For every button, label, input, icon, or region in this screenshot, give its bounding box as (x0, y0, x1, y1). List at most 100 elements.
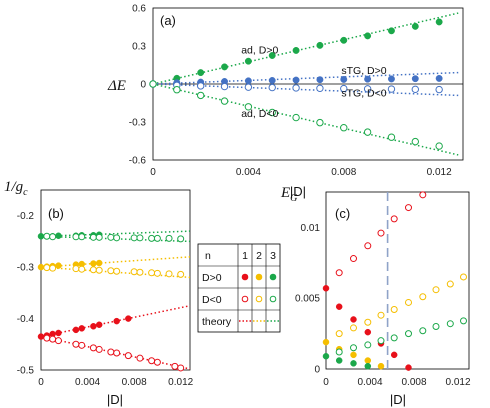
panel-b-point (165, 270, 173, 278)
panel-a-point (435, 18, 443, 26)
panel-b-point (177, 235, 185, 243)
panel-b-series (37, 256, 191, 271)
panel-c-xtick: 0.008 (401, 377, 426, 388)
panel-a-point (363, 85, 372, 93)
panel-a-point (244, 57, 252, 65)
panel-a-series (149, 80, 459, 97)
panel-a-point (435, 142, 443, 150)
legend-table-row-label: D<0 (202, 294, 222, 306)
panel-c-point (390, 306, 398, 314)
panel-b-xtick: 0 (38, 377, 44, 388)
panel-b-xtick: 0.012 (168, 377, 193, 388)
panel-c-point (405, 330, 412, 338)
panel-a-ytick: 0 (140, 80, 146, 91)
panel-b-ylabel-num: 1/ (4, 179, 18, 195)
panel-a-annotation: ad, D>0 (241, 45, 278, 57)
panel-a-annotation: ad, D<0 (241, 108, 278, 120)
panel-a-point (316, 76, 324, 84)
panel-c-series (335, 273, 467, 338)
panel-c-ylabel-sub: G (290, 193, 297, 204)
panel-b-point (136, 354, 144, 362)
panel-b-point (153, 358, 161, 366)
panel-c-point (350, 344, 357, 352)
panel-b-point (43, 264, 51, 272)
panel-b-point (72, 265, 80, 273)
panel-b-point (78, 325, 85, 332)
panel-c-series (322, 353, 372, 370)
panel-b-xlabel: |D| (107, 392, 123, 407)
panel-c-ytick: 0.01 (301, 223, 321, 234)
panel-c-frame (325, 191, 470, 370)
panel-c-point (432, 323, 440, 331)
panel-b-label: (b) (48, 206, 64, 221)
panel-c-point (419, 327, 427, 335)
panel-b-point (125, 315, 132, 322)
panel-b-point (90, 323, 97, 330)
panel-a-point (244, 77, 252, 85)
panel-b-point (95, 345, 103, 353)
panel-a-annotation: sTG, D>0 (341, 65, 386, 77)
panel-b-point (136, 234, 144, 242)
panel-c-point (405, 364, 412, 371)
panel-a-label: (a) (160, 13, 176, 28)
panel-b-ylabel-sub: c (23, 187, 28, 198)
panel-c-label: (c) (335, 206, 350, 221)
panel-b: (b) 1/gc |D| 0 0.004 0.008 0.012 -0.2 -0.3 -0.… (4, 179, 194, 407)
panel-a-xtick: 0.012 (427, 167, 452, 178)
panel-a-xtick: 0.004 (236, 167, 261, 178)
panel-b-point (148, 357, 156, 365)
panel-b-point (89, 233, 97, 241)
panel-c-point (335, 357, 343, 364)
panel-c-ytick: 0.005 (295, 294, 320, 305)
panel-c-point (377, 362, 385, 370)
panel-a-ytick: -0.3 (129, 118, 147, 129)
panel-b-point (72, 233, 80, 241)
panel-b-point (153, 234, 161, 242)
panel-b-point (89, 344, 97, 352)
panel-b-xtick: 0.008 (122, 377, 147, 388)
panel-b-series (40, 232, 191, 243)
panel-c-point (460, 317, 467, 325)
panel-b-theory-line (40, 230, 191, 238)
panel-b-point (55, 232, 62, 240)
panel-c-point (322, 338, 330, 346)
panel-a-point (364, 75, 372, 83)
legend-table-header: n (205, 250, 211, 262)
panel-a-point (411, 75, 419, 83)
panel-b-ytick: -0.4 (17, 314, 35, 325)
panel-c-point (390, 334, 398, 342)
panel-a-point (340, 75, 348, 83)
panel-c-point (364, 242, 372, 250)
panel-c-point (419, 191, 427, 199)
panel-a-ytick: 0.3 (132, 42, 146, 53)
panel-b-series (40, 334, 191, 372)
panel-a-point (268, 52, 276, 59)
panel-b-theory-line (40, 266, 191, 279)
panel-b-ylabel-g: g (16, 179, 24, 195)
panel-a-point (220, 97, 229, 105)
legend-table-marker-filled (269, 273, 277, 281)
panel-b-point (49, 264, 57, 272)
panel-c-point (335, 303, 343, 310)
panel-a-point (363, 128, 372, 136)
panel-a-point (292, 46, 300, 54)
panel-b-point (124, 352, 132, 360)
panel-b-point (54, 337, 62, 345)
panel-c-point (432, 286, 440, 294)
panel-a-point (316, 41, 324, 49)
panel-a-point (244, 83, 253, 91)
panel-a-point (292, 76, 300, 84)
legend-table-marker-open (269, 295, 277, 303)
panel-a-xtick: 0 (150, 167, 156, 178)
panel-c-point (377, 229, 385, 237)
panel-b-ytick: -0.2 (17, 211, 35, 222)
panel-c-point (419, 293, 427, 301)
panel-c-point (377, 311, 385, 319)
panel-b-ylabel: 1/gc (4, 179, 28, 198)
panel-a-point (173, 86, 181, 94)
panel-a-series (149, 80, 459, 156)
panel-a-point (292, 113, 300, 122)
panel-b-xtick: 0.004 (75, 377, 100, 388)
panel-b-point (72, 340, 80, 348)
panel-a-point (197, 69, 205, 77)
